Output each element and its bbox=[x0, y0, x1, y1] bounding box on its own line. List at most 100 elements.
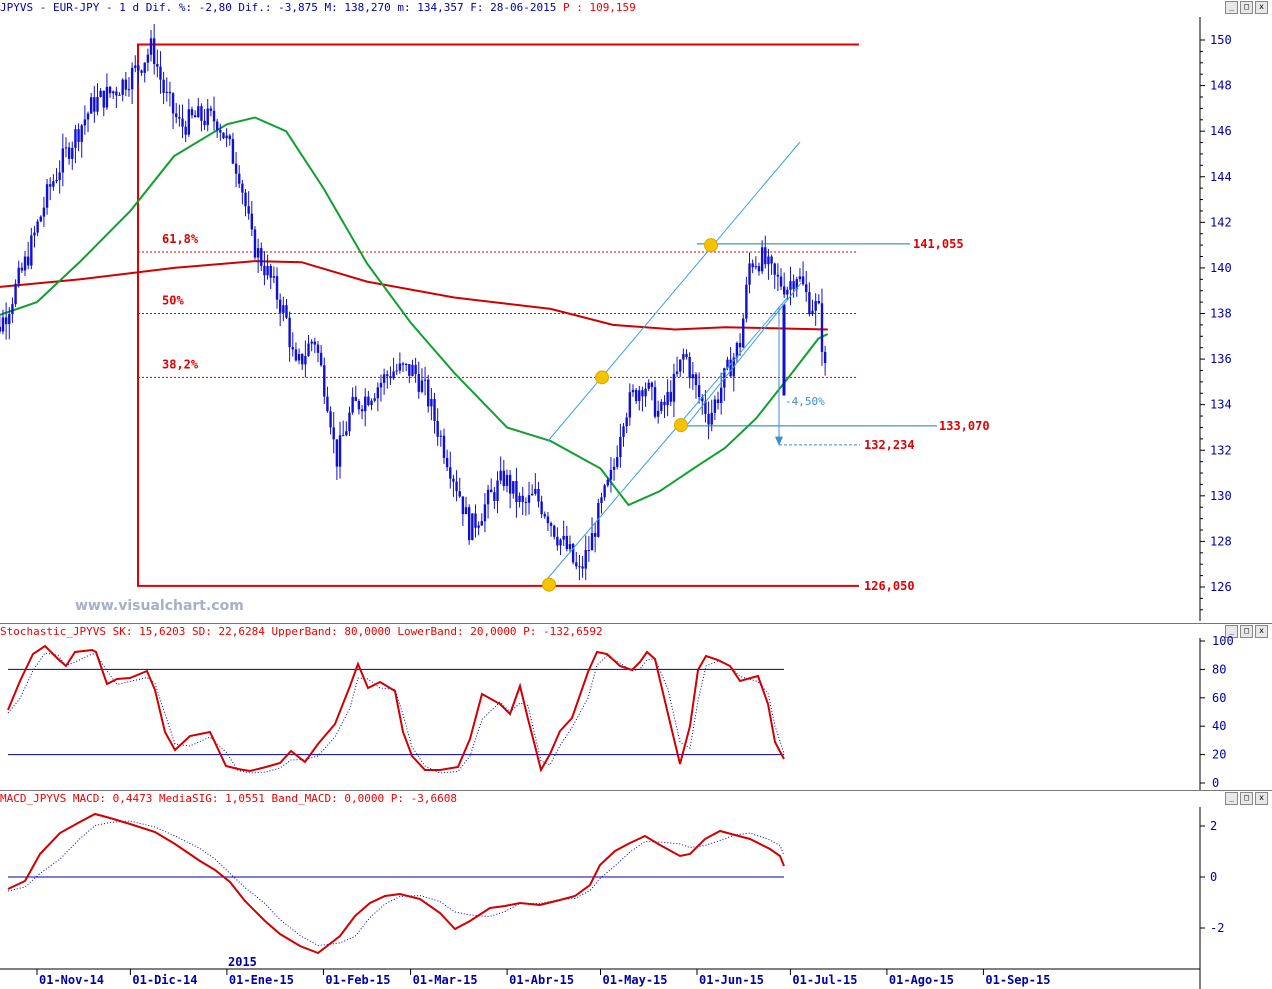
candle-body bbox=[219, 130, 222, 133]
price-tick-label: 138 bbox=[1210, 307, 1232, 321]
candle-body bbox=[77, 129, 80, 142]
candle-body bbox=[656, 410, 660, 417]
candle-body bbox=[490, 489, 493, 493]
candle-body bbox=[310, 341, 313, 344]
candle-body bbox=[631, 389, 635, 393]
price-range-box bbox=[137, 43, 859, 587]
candle-body bbox=[417, 374, 420, 392]
maximize-button[interactable]: □ bbox=[1240, 625, 1253, 638]
candle-body bbox=[770, 256, 773, 264]
time-tick-label: 01-Sep-15 bbox=[985, 973, 1050, 987]
stochastic-tick-label: 40 bbox=[1212, 719, 1226, 733]
candle-body bbox=[685, 353, 688, 358]
candle-body bbox=[398, 363, 402, 371]
candle-body bbox=[272, 276, 276, 278]
stochastic-chart[interactable]: 100 80 60 40 20 0 bbox=[0, 624, 1272, 790]
candle-body bbox=[691, 374, 695, 379]
candle-body bbox=[4, 317, 8, 325]
candle-body bbox=[650, 382, 654, 388]
candle-body bbox=[231, 139, 235, 164]
candle-body bbox=[345, 431, 348, 436]
panel-divider[interactable] bbox=[0, 623, 1272, 624]
minimize-button[interactable]: _ bbox=[1225, 1, 1238, 14]
pivot-marker bbox=[595, 370, 609, 385]
candle-body bbox=[773, 263, 776, 275]
candle-body bbox=[8, 314, 11, 325]
time-tick-label: 01-Jul-15 bbox=[792, 973, 857, 987]
candle-body bbox=[735, 343, 739, 358]
candle-body bbox=[694, 374, 698, 386]
minimize-button[interactable]: _ bbox=[1225, 625, 1238, 638]
price-level-label: 133,070 bbox=[939, 419, 990, 433]
close-button[interactable]: x bbox=[1255, 1, 1268, 14]
candle-body bbox=[96, 97, 99, 112]
price-tick-label: 130 bbox=[1210, 489, 1232, 503]
candle-body bbox=[606, 479, 609, 486]
candle-body bbox=[590, 533, 594, 551]
candle-body bbox=[376, 387, 380, 399]
price-tick-label: 134 bbox=[1210, 398, 1232, 412]
candle-body bbox=[638, 390, 641, 402]
candle-body bbox=[269, 265, 272, 278]
candle-body bbox=[215, 121, 219, 131]
candle-body bbox=[565, 535, 569, 550]
candle-body bbox=[389, 376, 392, 379]
candle-body bbox=[225, 135, 228, 139]
candle-body bbox=[45, 184, 49, 208]
candle-body bbox=[675, 371, 679, 374]
candle-body bbox=[143, 62, 146, 73]
candle-body bbox=[786, 289, 789, 295]
stochastic-label: Stochastic_JPYVS SK: 15,6203 SD: 22,6284… bbox=[0, 625, 603, 638]
candle-body bbox=[748, 263, 751, 285]
price-chart[interactable]: 150 148 146 144 142 140 138 136 134 132 130 128 126 6… bbox=[0, 0, 1272, 623]
candle-body bbox=[36, 221, 39, 233]
candle-body bbox=[112, 91, 115, 94]
candle-body bbox=[152, 38, 156, 64]
candle-body bbox=[792, 281, 795, 290]
macd-label: MACD_JPYVS MACD: 0,4473 MediaSIG: 1,0551… bbox=[0, 792, 457, 805]
candle-body bbox=[282, 305, 285, 313]
macd-panel[interactable]: MACD_JPYVS MACD: 0,4473 MediaSIG: 1,0551… bbox=[0, 791, 1272, 989]
candle-body bbox=[212, 110, 216, 122]
candle-body bbox=[641, 390, 644, 397]
candle-body bbox=[663, 401, 666, 406]
candle-body bbox=[108, 86, 112, 94]
trend-channel-line bbox=[682, 282, 802, 431]
maximize-button[interactable]: □ bbox=[1240, 792, 1253, 805]
candle-body bbox=[401, 363, 405, 365]
candle-body bbox=[187, 109, 191, 135]
time-tick-label: 01-Dic-14 bbox=[132, 973, 197, 987]
candle-body bbox=[124, 79, 128, 90]
close-button[interactable]: x bbox=[1255, 792, 1268, 805]
candle-body bbox=[467, 507, 471, 541]
candle-body bbox=[609, 469, 613, 480]
trend-channel-line bbox=[547, 297, 788, 579]
candle-body bbox=[348, 412, 351, 432]
price-panel[interactable]: JPYVS - EUR-JPY - 1 d Dif. %: -2,80 Dif.… bbox=[0, 0, 1272, 623]
maximize-button[interactable]: □ bbox=[1240, 1, 1253, 14]
candle-body bbox=[679, 359, 682, 372]
stochastic-tick-label: 20 bbox=[1212, 748, 1226, 762]
stochastic-panel[interactable]: Stochastic_JPYVS SK: 15,6203 SD: 22,6284… bbox=[0, 624, 1272, 790]
candle-body bbox=[486, 489, 490, 505]
candle-body bbox=[190, 109, 194, 116]
candle-body bbox=[316, 344, 320, 353]
minimize-button[interactable]: _ bbox=[1225, 792, 1238, 805]
time-tick-label: 01-Mar-15 bbox=[413, 973, 478, 987]
candle-body bbox=[64, 147, 68, 149]
candle-body bbox=[149, 38, 153, 55]
candle-body bbox=[726, 359, 729, 369]
price-tick-label: 126 bbox=[1210, 580, 1232, 594]
candle-body bbox=[581, 566, 584, 569]
candle-body bbox=[442, 435, 446, 458]
candle-body bbox=[782, 304, 786, 396]
candle-body bbox=[543, 514, 546, 517]
candle-body bbox=[524, 502, 528, 504]
candle-body bbox=[817, 301, 821, 304]
candle-body bbox=[253, 229, 257, 258]
candle-body bbox=[364, 396, 367, 412]
candle-body bbox=[58, 172, 61, 180]
macd-chart[interactable]: 2 0 -2 2015 01-Nov-14 01-Dic-14 01-Ene-15 01-Fe… bbox=[0, 791, 1272, 989]
panel-divider[interactable] bbox=[0, 790, 1272, 791]
close-button[interactable]: x bbox=[1255, 625, 1268, 638]
